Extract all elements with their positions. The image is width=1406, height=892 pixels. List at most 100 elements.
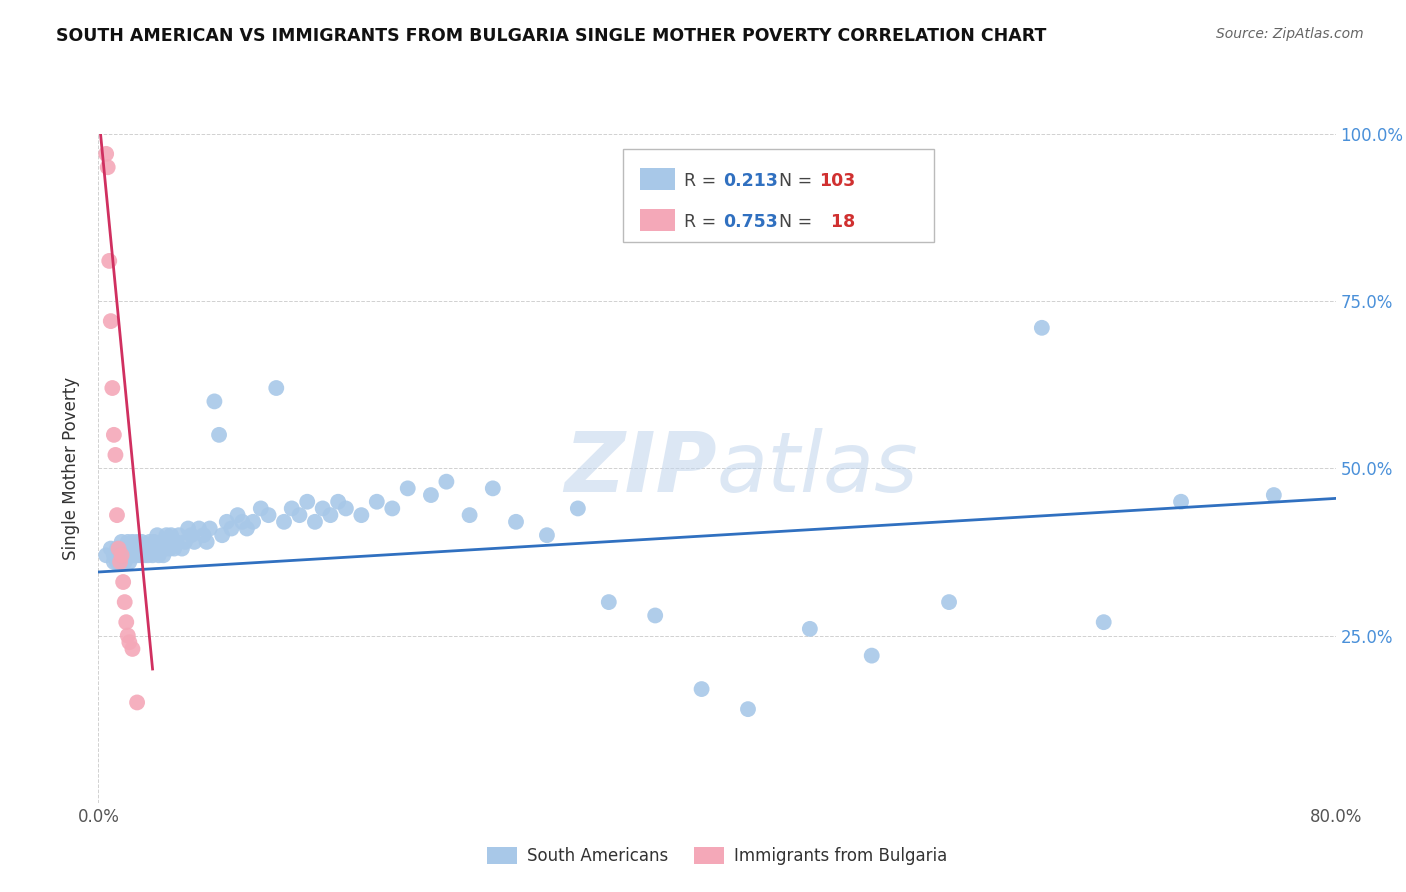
Point: [436, 475, 458, 489]
Point: [127, 548, 149, 563]
Point: [108, 548, 131, 563]
Point: [598, 595, 620, 609]
Point: [103, 548, 125, 563]
Point: [127, 535, 149, 549]
Point: [193, 528, 215, 542]
Point: [100, 314, 122, 328]
Point: [152, 548, 174, 563]
Point: [118, 635, 141, 649]
Point: [108, 555, 131, 569]
Point: [121, 541, 143, 556]
Point: [208, 428, 231, 442]
Point: [115, 548, 138, 563]
Point: [281, 501, 304, 516]
Text: atlas: atlas: [717, 428, 918, 508]
Text: Source: ZipAtlas.com: Source: ZipAtlas.com: [1216, 27, 1364, 41]
Text: R =: R =: [683, 172, 721, 191]
Point: [1170, 494, 1192, 508]
Point: [117, 628, 139, 642]
Point: [1031, 321, 1053, 335]
Point: [139, 541, 162, 556]
Point: [118, 548, 141, 563]
Point: [188, 521, 211, 535]
Point: [198, 521, 221, 535]
Text: SOUTH AMERICAN VS IMMIGRANTS FROM BULGARIA SINGLE MOTHER POVERTY CORRELATION CHA: SOUTH AMERICAN VS IMMIGRANTS FROM BULGAR…: [56, 27, 1046, 45]
Point: [231, 515, 253, 529]
Point: [505, 515, 527, 529]
Point: [1263, 488, 1285, 502]
Point: [159, 541, 181, 556]
Point: [419, 488, 441, 502]
Point: [100, 541, 122, 556]
Point: [129, 548, 152, 563]
Point: [120, 548, 142, 563]
Point: [115, 615, 138, 630]
Point: [122, 548, 145, 563]
Point: [174, 535, 197, 549]
Point: [112, 575, 135, 590]
Point: [131, 535, 153, 549]
Point: [195, 535, 218, 549]
Point: [111, 541, 134, 556]
Point: [644, 608, 666, 623]
Point: [114, 555, 136, 569]
Point: [170, 541, 193, 556]
Point: [304, 515, 326, 529]
Point: [1092, 615, 1115, 630]
Point: [481, 482, 505, 496]
Point: [211, 528, 233, 542]
Point: [242, 515, 264, 529]
Point: [149, 541, 172, 556]
Point: [124, 541, 146, 556]
Point: [105, 508, 128, 523]
Point: [165, 535, 187, 549]
Point: [458, 508, 481, 523]
Point: [128, 541, 150, 556]
Point: [112, 548, 135, 563]
Point: [134, 548, 156, 563]
Text: 0.213: 0.213: [723, 172, 778, 191]
Point: [266, 381, 288, 395]
Point: [111, 555, 134, 569]
Point: [142, 548, 165, 563]
Point: [153, 541, 176, 556]
Text: N =: N =: [779, 213, 818, 231]
Point: [335, 501, 357, 516]
Point: [150, 535, 173, 549]
Point: [160, 528, 183, 542]
Point: [103, 428, 125, 442]
Point: [138, 535, 160, 549]
Point: [105, 555, 128, 569]
Point: [121, 535, 143, 549]
Point: [567, 501, 589, 516]
Point: [183, 535, 205, 549]
Point: [97, 161, 120, 175]
Point: [162, 535, 184, 549]
Point: [226, 508, 249, 523]
Point: [103, 555, 125, 569]
Point: [236, 521, 259, 535]
Point: [167, 528, 190, 542]
Point: [111, 548, 134, 563]
Point: [257, 508, 280, 523]
Point: [204, 394, 226, 409]
Point: [221, 521, 243, 535]
Text: R =: R =: [683, 213, 721, 231]
Point: [690, 681, 713, 696]
Point: [118, 555, 141, 569]
Point: [115, 541, 138, 556]
Point: [121, 642, 143, 657]
Point: [737, 702, 759, 716]
Y-axis label: Single Mother Poverty: Single Mother Poverty: [62, 376, 80, 560]
Point: [215, 515, 238, 529]
Point: [312, 501, 335, 516]
Point: [157, 535, 180, 549]
Point: [536, 528, 558, 542]
Text: 0.753: 0.753: [723, 213, 778, 231]
Point: [396, 482, 419, 496]
Point: [938, 595, 960, 609]
Legend: South Americans, Immigrants from Bulgaria: South Americans, Immigrants from Bulgari…: [481, 840, 953, 871]
Point: [381, 501, 404, 516]
Point: [155, 528, 177, 542]
Point: [105, 541, 128, 556]
